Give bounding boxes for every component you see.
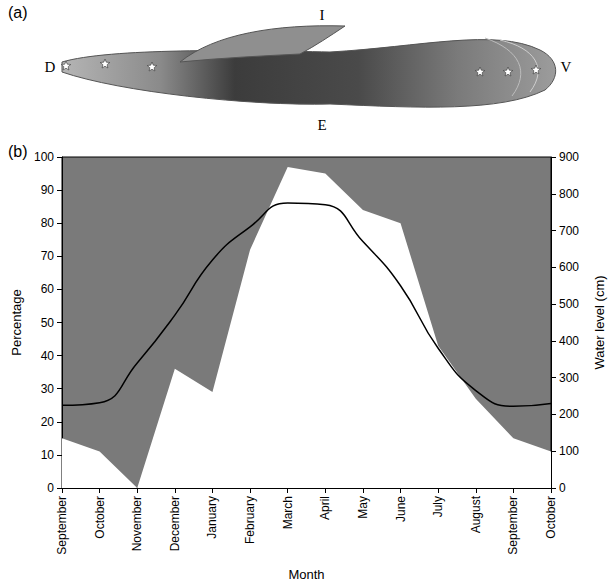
svg-text:I: I	[320, 7, 325, 23]
svg-text:Month: Month	[288, 567, 324, 582]
svg-text:May: May	[356, 496, 370, 519]
svg-text:400: 400	[559, 334, 579, 348]
svg-text:June: June	[394, 496, 408, 522]
svg-text:600: 600	[559, 260, 579, 274]
svg-text:20: 20	[41, 415, 55, 429]
svg-text:E: E	[317, 117, 326, 133]
svg-text:0: 0	[47, 481, 54, 495]
svg-text:10: 10	[41, 448, 55, 462]
svg-text:January: January	[205, 496, 219, 539]
svg-text:September: September	[506, 496, 520, 555]
svg-text:80: 80	[41, 216, 55, 230]
svg-text:500: 500	[559, 297, 579, 311]
svg-text:December: December	[168, 496, 182, 551]
svg-text:April: April	[318, 496, 332, 520]
svg-text:July: July	[431, 496, 445, 517]
svg-text:70: 70	[41, 249, 55, 263]
svg-text:100: 100	[559, 444, 579, 458]
svg-text:0: 0	[559, 481, 566, 495]
svg-text:40: 40	[41, 349, 55, 363]
svg-text:60: 60	[41, 282, 55, 296]
svg-text:200: 200	[559, 407, 579, 421]
svg-text:Percentage: Percentage	[9, 289, 24, 356]
svg-text:August: August	[469, 495, 483, 533]
svg-text:Water level (cm): Water level (cm)	[592, 275, 607, 369]
svg-text:October: October	[93, 496, 107, 539]
html-text:(b): (b)	[8, 143, 28, 160]
svg-text:October: October	[544, 496, 558, 539]
svg-text:300: 300	[559, 371, 579, 385]
svg-text:September: September	[55, 496, 69, 555]
svg-text:900: 900	[559, 150, 579, 164]
svg-text:February: February	[243, 496, 257, 544]
svg-text:50: 50	[41, 316, 55, 330]
svg-text:30: 30	[41, 382, 55, 396]
html-text:(a): (a)	[8, 4, 28, 21]
svg-text:800: 800	[559, 187, 579, 201]
svg-text:March: March	[281, 496, 295, 529]
svg-text:90: 90	[41, 183, 55, 197]
svg-text:November: November	[130, 496, 144, 551]
svg-text:D: D	[45, 59, 56, 75]
svg-text:700: 700	[559, 224, 579, 238]
svg-text:100: 100	[34, 150, 54, 164]
svg-text:V: V	[561, 59, 572, 75]
